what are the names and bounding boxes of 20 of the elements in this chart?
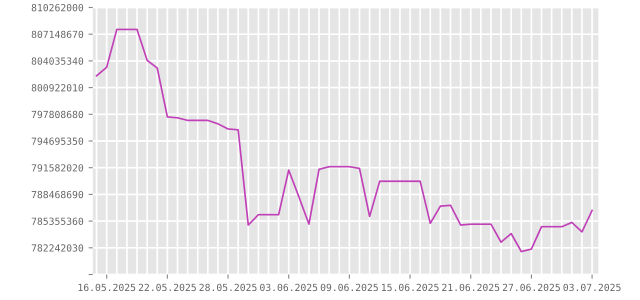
y-tick-label: 797808680: [32, 110, 84, 118]
x-tick-label: 16.05.2025: [78, 284, 136, 292]
y-tick-label: 804035340: [32, 57, 84, 65]
y-tick-label: 782242030: [32, 244, 84, 252]
x-tick-label: 28.05.2025: [200, 284, 257, 292]
y-tick-label: 800922010: [32, 84, 84, 92]
x-tick-label: 22.05.2025: [138, 284, 196, 292]
x-tick-label: 03.07.2025: [563, 284, 621, 292]
x-tick-label: 27.06.2025: [502, 284, 560, 292]
x-tick-label: 15.06.2025: [382, 284, 439, 292]
x-tick-label: 21.06.2025: [442, 284, 500, 292]
y-tick-label: 791582020: [32, 164, 84, 172]
y-tick-label: 810262000: [32, 4, 84, 12]
y-tick-label: 788468690: [32, 190, 84, 198]
y-tick-label: 807148670: [32, 30, 84, 38]
y-tick-label: 785355360: [32, 218, 84, 225]
x-tick-label: 09.06.2025: [320, 284, 378, 292]
line-series: [96, 28, 593, 252]
x-tick-label: 03.06.2025: [260, 284, 318, 292]
y-tick-label: 794695350: [32, 138, 84, 145]
